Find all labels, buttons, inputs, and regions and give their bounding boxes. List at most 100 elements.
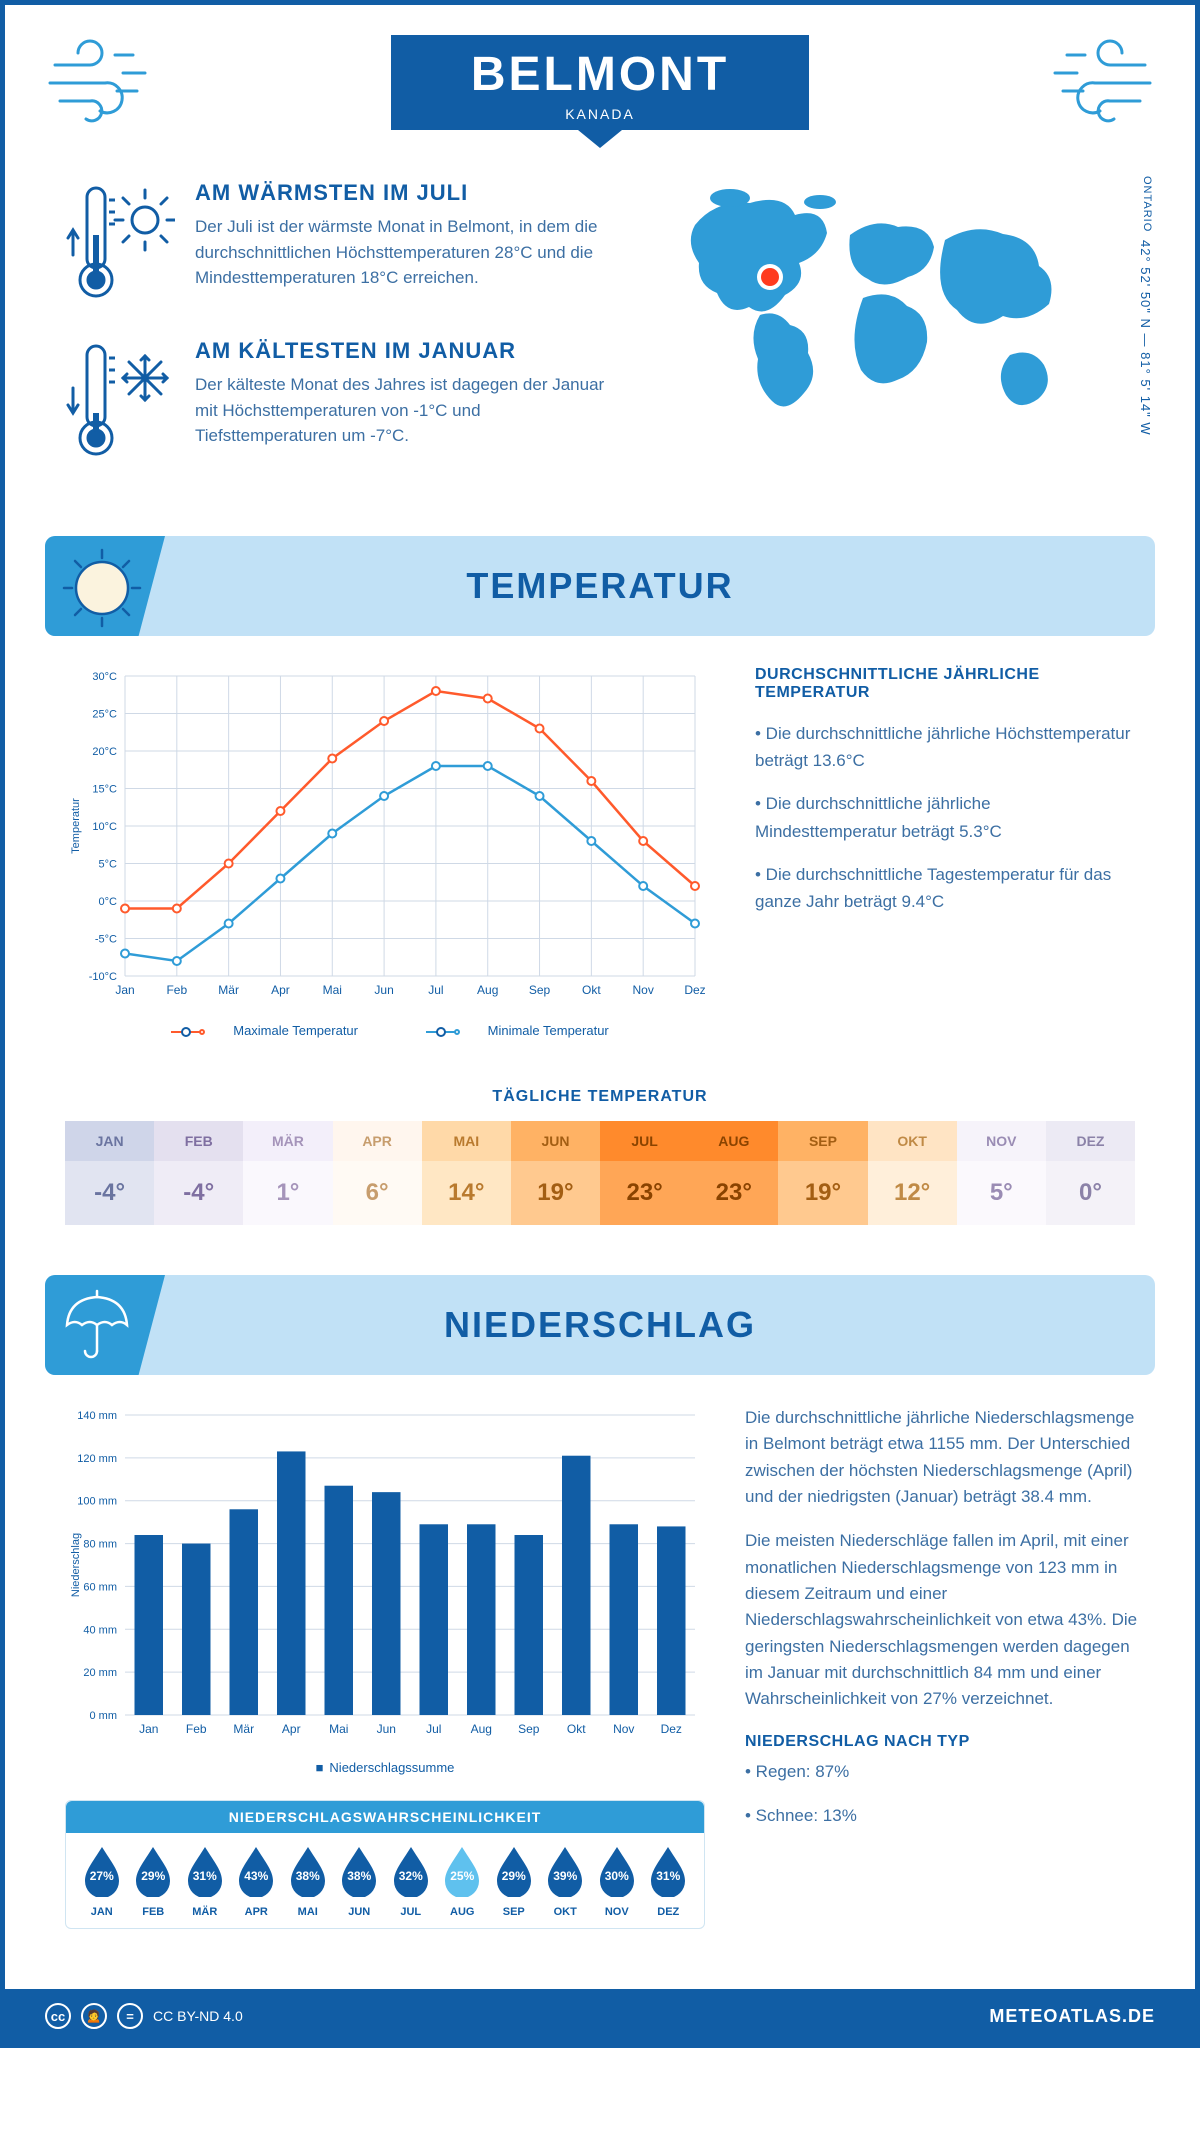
fact-warmest: AM WÄRMSTEN IM JULI Der Juli ist der wär…	[65, 180, 625, 310]
svg-text:Nov: Nov	[613, 1722, 634, 1736]
annual-bullet-3: • Die durchschnittliche Tagestemperatur …	[755, 861, 1135, 915]
precip-type-1: • Regen: 87%	[745, 1759, 1145, 1785]
svg-text:30°C: 30°C	[92, 671, 117, 683]
svg-text:Niederschlag: Niederschlag	[70, 1533, 82, 1597]
city-name: BELMONT	[471, 47, 729, 102]
svg-text:-5°C: -5°C	[95, 934, 117, 946]
temperature-block: -10°C-5°C0°C5°C10°C15°C20°C25°C30°CJanFe…	[5, 666, 1195, 1058]
svg-text:25°C: 25°C	[92, 709, 117, 721]
country-name: KANADA	[471, 106, 729, 122]
prob-cell: 38% JUN	[334, 1845, 386, 1918]
svg-text:60 mm: 60 mm	[83, 1581, 117, 1593]
precip-type-title: NIEDERSCHLAG NACH TYP	[745, 1733, 1145, 1751]
precipitation-description: Die durchschnittliche jährliche Niedersc…	[745, 1405, 1145, 1929]
precip-type-2: • Schnee: 13%	[745, 1803, 1145, 1829]
daily-cell: SEP 19°	[778, 1121, 867, 1225]
fact-warmest-title: AM WÄRMSTEN IM JULI	[195, 180, 625, 206]
daily-cell: APR 6°	[333, 1121, 422, 1225]
svg-text:120 mm: 120 mm	[77, 1453, 117, 1465]
svg-text:Jul: Jul	[426, 1722, 441, 1736]
fact-coldest: AM KÄLTESTEN IM JANUAR Der kälteste Mona…	[65, 338, 625, 468]
temperature-chart: -10°C-5°C0°C5°C10°C15°C20°C25°C30°CJanFe…	[65, 666, 715, 1038]
prob-cell: 30% NOV	[591, 1845, 643, 1918]
temp-chart-legend: Maximale Temperatur Minimale Temperatur	[65, 1023, 715, 1038]
svg-text:Mai: Mai	[323, 983, 342, 997]
svg-text:Jan: Jan	[115, 983, 134, 997]
svg-text:Sep: Sep	[529, 983, 551, 997]
svg-text:Dez: Dez	[684, 983, 705, 997]
svg-text:0 mm: 0 mm	[90, 1710, 118, 1722]
svg-text:Mär: Mär	[218, 983, 239, 997]
thermometer-snow-icon	[65, 338, 175, 468]
svg-text:Jul: Jul	[428, 983, 443, 997]
region-label: ONTARIO	[1141, 176, 1153, 232]
svg-text:-10°C: -10°C	[89, 971, 117, 983]
svg-text:80 mm: 80 mm	[83, 1539, 117, 1551]
svg-text:Jan: Jan	[139, 1722, 158, 1736]
fact-warmest-text: Der Juli ist der wärmste Monat in Belmon…	[195, 214, 625, 291]
svg-text:Sep: Sep	[518, 1722, 540, 1736]
precipitation-title: NIEDERSCHLAG	[444, 1304, 756, 1346]
daily-temp-title: TÄGLICHE TEMPERATUR	[5, 1088, 1195, 1106]
prob-cell: 31% MÄR	[179, 1845, 231, 1918]
svg-text:140 mm: 140 mm	[77, 1410, 117, 1422]
svg-text:Dez: Dez	[661, 1722, 682, 1736]
world-map: ONTARIO 42° 52' 50" N — 81° 5' 14" W	[665, 180, 1135, 445]
precip-legend: Niederschlagssumme	[65, 1760, 705, 1775]
license-text: CC BY-ND 4.0	[153, 2008, 243, 2024]
header: BELMONT KANADA	[5, 5, 1195, 150]
wind-icon-left	[45, 35, 175, 130]
precipitation-section-header: NIEDERSCHLAG	[45, 1275, 1155, 1375]
precip-para-1: Die durchschnittliche jährliche Niedersc…	[745, 1405, 1145, 1510]
svg-text:Mai: Mai	[329, 1722, 348, 1736]
svg-text:Okt: Okt	[567, 1722, 586, 1736]
svg-text:15°C: 15°C	[92, 784, 117, 796]
coords-label: 42° 52' 50" N — 81° 5' 14" W	[1138, 240, 1153, 436]
daily-cell: DEZ 0°	[1046, 1121, 1135, 1225]
wind-icon-right	[1025, 35, 1155, 130]
fact-coldest-title: AM KÄLTESTEN IM JANUAR	[195, 338, 625, 364]
legend-max: Maximale Temperatur	[233, 1023, 358, 1038]
map-svg	[665, 180, 1105, 440]
svg-text:0°C: 0°C	[99, 896, 118, 908]
footer: cc 🙍 = CC BY-ND 4.0 METEOATLAS.DE	[5, 1989, 1195, 2043]
temperature-title: TEMPERATUR	[466, 565, 733, 607]
temperature-section-header: TEMPERATUR	[45, 536, 1155, 636]
prob-cell: 31% DEZ	[643, 1845, 695, 1918]
footer-license: cc 🙍 = CC BY-ND 4.0	[45, 2003, 243, 2029]
prob-cell: 25% AUG	[437, 1845, 489, 1918]
prob-title: NIEDERSCHLAGSWAHRSCHEINLICHKEIT	[66, 1801, 704, 1833]
daily-temp-table: JAN -4° FEB -4° MÄR 1° APR 6° MAI 14° JU…	[65, 1121, 1135, 1225]
title-banner: BELMONT KANADA	[391, 35, 809, 130]
prob-cell: 32% JUL	[385, 1845, 437, 1918]
by-icon: 🙍	[81, 2003, 107, 2029]
precipitation-probability-box: NIEDERSCHLAGSWAHRSCHEINLICHKEIT 27% JAN …	[65, 1800, 705, 1929]
svg-text:Feb: Feb	[186, 1722, 207, 1736]
legend-min: Minimale Temperatur	[488, 1023, 609, 1038]
fact-coldest-text: Der kälteste Monat des Jahres ist dagege…	[195, 372, 625, 449]
annual-bullet-2: • Die durchschnittliche jährliche Mindes…	[755, 790, 1135, 844]
cc-icon: cc	[45, 2003, 71, 2029]
svg-text:Jun: Jun	[377, 1722, 396, 1736]
daily-cell: FEB -4°	[154, 1121, 243, 1225]
footer-site: METEOATLAS.DE	[989, 2006, 1155, 2027]
daily-cell: NOV 5°	[957, 1121, 1046, 1225]
prob-cell: 43% APR	[231, 1845, 283, 1918]
svg-text:Jun: Jun	[374, 983, 393, 997]
svg-text:40 mm: 40 mm	[83, 1624, 117, 1636]
svg-text:5°C: 5°C	[99, 859, 118, 871]
svg-text:Mär: Mär	[233, 1722, 254, 1736]
annual-temp-title: DURCHSCHNITTLICHE JÄHRLICHE TEMPERATUR	[755, 666, 1135, 702]
precipitation-chart: 0 mm 20 mm 40 mm 60 mm 80 mm 100 mm 120 mm 140 …	[65, 1405, 705, 1929]
svg-text:Apr: Apr	[282, 1722, 301, 1736]
svg-text:100 mm: 100 mm	[77, 1496, 117, 1508]
svg-text:Okt: Okt	[582, 983, 601, 997]
daily-cell: JUL 23°	[600, 1121, 689, 1225]
prob-cell: 39% OKT	[540, 1845, 592, 1918]
page-frame: BELMONT KANADA AM WÄRMSTEN IM JULI Der J…	[0, 0, 1200, 2048]
svg-text:10°C: 10°C	[92, 821, 117, 833]
svg-text:20 mm: 20 mm	[83, 1667, 117, 1679]
intro-section: AM WÄRMSTEN IM JULI Der Juli ist der wär…	[5, 150, 1195, 536]
precip-para-2: Die meisten Niederschläge fallen im Apri…	[745, 1528, 1145, 1712]
temperature-description: DURCHSCHNITTLICHE JÄHRLICHE TEMPERATUR •…	[755, 666, 1135, 1038]
